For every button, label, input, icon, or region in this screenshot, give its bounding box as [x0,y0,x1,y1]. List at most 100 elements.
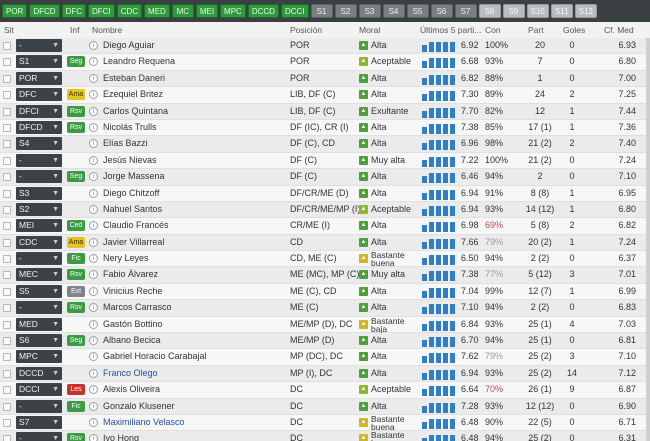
col-inf[interactable]: Inf [70,25,80,35]
player-name[interactable]: Gonzalo Klusener [103,400,175,411]
row-checkbox[interactable] [3,255,11,264]
tab-s1[interactable]: S1 [310,4,333,18]
player-name[interactable]: Javier Villarreal [103,236,165,247]
row-checkbox[interactable] [3,107,11,116]
row-checkbox[interactable] [3,304,11,313]
info-icon[interactable]: i [89,122,98,132]
info-icon[interactable]: i [89,90,98,100]
player-name[interactable]: Jorge Massena [103,171,165,182]
tab-dfci[interactable]: DFCI [88,4,115,18]
player-name[interactable]: Maximiliano Velasco [103,416,185,427]
col-part[interactable]: Part [528,25,544,35]
player-name[interactable]: Nicolás Trulls [103,121,157,132]
tab-mei[interactable]: MEI [195,4,219,18]
info-icon[interactable]: i [89,73,98,83]
row-checkbox[interactable] [3,337,11,346]
col-con[interactable]: Con [485,25,501,35]
selection-dropdown[interactable]: - ▼ [16,252,62,266]
table-row[interactable]: CDC ▼ Ama i Javier Villarreal CD ▲ Alta 7.66 79% 2… [0,234,650,252]
tab-s6[interactable]: S6 [430,4,453,18]
player-name[interactable]: Diego Aguiar [103,40,155,50]
selection-dropdown[interactable]: MED ▼ [16,317,62,331]
player-name[interactable]: Diego Chitzoff [103,187,160,198]
tab-s9[interactable]: S9 [502,4,525,18]
table-row[interactable]: DCCI ▼ Les i Alexis Oliveira DC ▲ Aceptable 6.64… [0,382,650,399]
player-name[interactable]: Vinicius Reche [103,285,163,296]
player-name[interactable]: Nahuel Santos [103,203,163,214]
row-checkbox[interactable] [3,353,11,362]
info-icon[interactable]: i [89,286,98,296]
col-nombre[interactable]: Nombre [92,25,123,35]
player-name[interactable]: Nery Leyes [103,253,149,264]
table-row[interactable]: MPC ▼ i Gabriel Horacio Carabajal MP (DC), D… [0,349,650,366]
info-icon[interactable]: i [89,336,98,346]
tab-s2[interactable]: S2 [334,4,357,18]
table-row[interactable]: MEC ▼ Rsv i Fabio Álvarez ME (MC), MP (C) ▲ Muy… [0,267,650,284]
player-name[interactable]: Albano Becica [103,335,161,346]
info-icon[interactable]: i [89,221,98,231]
player-name[interactable]: Franco Olego [103,367,158,378]
player-name[interactable]: Fabio Álvarez [103,269,159,280]
col-sit[interactable]: Sit [4,25,14,35]
tab-s11[interactable]: S11 [550,4,573,18]
table-row[interactable]: DCCD ▼ i Franco Olego MP (I), DC ▲ Alta 6.94 93%… [0,365,650,383]
table-row[interactable]: S6 ▼ Seg i Albano Becica ME/MP (D) ▲ Alta 6.70 94… [0,333,650,350]
info-icon[interactable]: i [89,417,98,427]
info-icon[interactable]: i [89,434,98,441]
row-checkbox[interactable] [3,238,11,247]
info-icon[interactable]: i [89,237,98,247]
row-checkbox[interactable] [3,173,11,182]
row-checkbox[interactable] [3,74,11,83]
table-row[interactable]: DFCD ▼ Rsv i Nicolás Trulls DF (IC), CR (I) ▲ A… [0,119,650,137]
tab-s4[interactable]: S4 [382,4,405,18]
info-icon[interactable]: i [89,41,98,50]
selection-dropdown[interactable]: MPC ▼ [16,350,62,364]
info-icon[interactable]: i [89,385,98,395]
info-icon[interactable]: i [89,401,98,411]
row-checkbox[interactable] [3,205,11,214]
selection-dropdown[interactable]: - ▼ [16,170,62,184]
info-icon[interactable]: i [89,204,98,214]
player-name[interactable]: Carlos Quintana [103,105,169,116]
scrollbar[interactable] [646,38,650,441]
info-icon[interactable]: i [89,57,98,67]
table-row[interactable]: - ▼ Fic i Gonzalo Klusener DC ▲ Alta 7.28 93% 12 (… [0,398,650,415]
row-checkbox[interactable] [3,369,11,378]
selection-dropdown[interactable]: S6 ▼ [16,334,62,348]
table-row[interactable]: - ▼ Seg i Jorge Massena DF (C) ▲ Alta 6.46 94% 2 0 7… [0,169,650,186]
col-goles[interactable]: Goles [563,25,586,35]
selection-dropdown[interactable]: - ▼ [16,301,62,315]
table-row[interactable]: - ▼ Fic i Nery Leyes CD, ME (C) ▲ Bastante buen… [0,251,650,268]
selection-dropdown[interactable]: - ▼ [16,153,62,167]
selection-dropdown[interactable]: - ▼ [16,399,62,413]
player-name[interactable]: Elías Bazzi [103,138,148,149]
selection-dropdown[interactable]: S1 ▼ [16,55,62,69]
col-moral[interactable]: Moral [359,25,381,35]
info-icon[interactable]: i [89,368,98,378]
info-icon[interactable]: i [89,172,98,182]
tab-dccd[interactable]: DCCD [247,4,279,18]
table-row[interactable]: S2 ▼ i Nahuel Santos DF/CR/ME/MP (I) ▲ Aceptab… [0,201,650,219]
player-name[interactable]: Esteban Daneri [103,72,166,83]
tab-mc[interactable]: MC [171,4,194,18]
row-checkbox[interactable] [3,435,11,441]
tab-med[interactable]: MED [144,4,170,18]
row-checkbox[interactable] [3,156,11,165]
info-icon[interactable]: i [89,352,98,362]
tab-dcci[interactable]: DCCI [280,4,309,18]
row-checkbox[interactable] [3,91,11,100]
row-checkbox[interactable] [3,287,11,296]
player-name[interactable]: Gabriel Horacio Carabajal [103,351,207,362]
row-checkbox[interactable] [3,189,11,198]
table-row[interactable]: - ▼ i Diego Aguiar POR ▲ Alta 6.92 100% 20 0 6.93 [0,38,650,55]
col-posicion[interactable]: Posición [290,25,323,35]
selection-dropdown[interactable]: POR ▼ [16,71,62,85]
tab-s8[interactable]: S8 [478,4,501,18]
info-icon[interactable]: i [89,303,98,313]
row-checkbox[interactable] [3,418,11,427]
tab-s7[interactable]: S7 [454,4,477,18]
selection-dropdown[interactable]: - ▼ [16,39,62,52]
table-row[interactable]: S7 ▼ i Maximiliano Velasco DC ▲ Bastante buena… [0,415,650,432]
table-row[interactable]: MED ▼ i Gastón Bottino ME/MP (D), DC ▲ Bastant… [0,316,650,334]
